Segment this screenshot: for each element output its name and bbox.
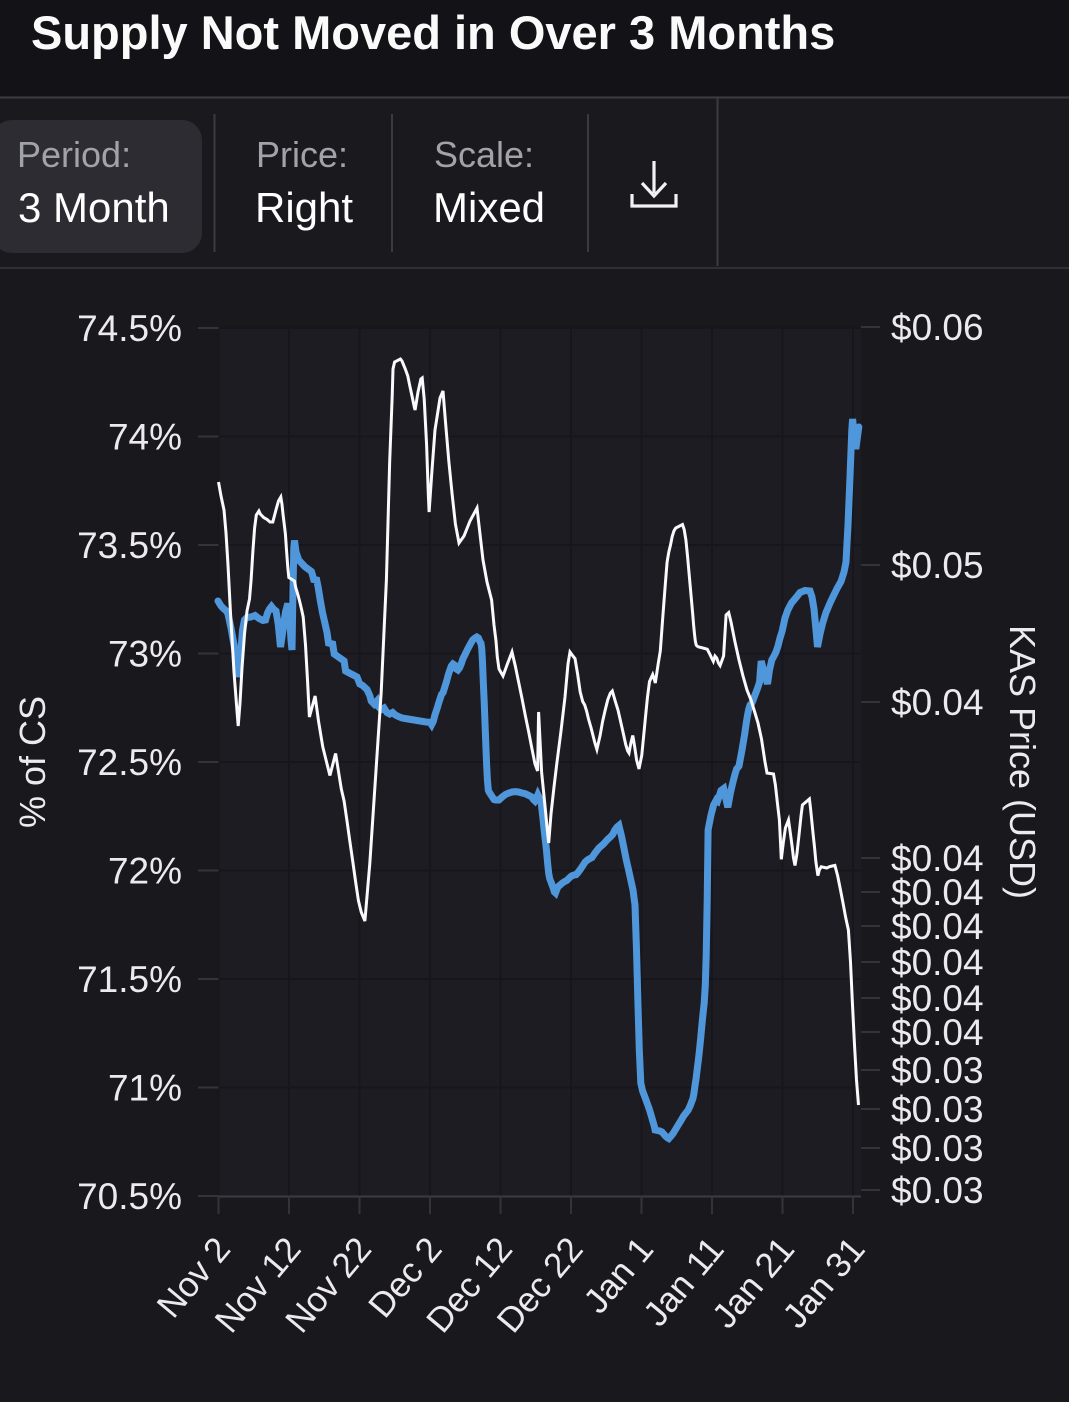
svg-text:70.5%: 70.5% xyxy=(77,1176,182,1217)
svg-text:Right: Right xyxy=(255,184,353,231)
svg-text:Price:: Price: xyxy=(256,134,348,175)
svg-text:$0.03: $0.03 xyxy=(891,1050,984,1091)
svg-text:71%: 71% xyxy=(108,1068,182,1109)
svg-text:Scale:: Scale: xyxy=(434,134,534,175)
svg-text:74%: 74% xyxy=(108,417,182,458)
svg-text:$0.04: $0.04 xyxy=(891,942,984,983)
svg-text:$0.03: $0.03 xyxy=(891,1170,984,1211)
svg-text:74.5%: 74.5% xyxy=(77,308,182,349)
svg-text:$0.04: $0.04 xyxy=(891,978,984,1019)
svg-text:3 Month: 3 Month xyxy=(18,184,170,231)
svg-text:Mixed: Mixed xyxy=(433,184,545,231)
svg-text:KAS Price (USD): KAS Price (USD) xyxy=(1002,625,1043,899)
svg-text:$0.04: $0.04 xyxy=(891,872,984,913)
svg-text:73.5%: 73.5% xyxy=(77,525,182,566)
svg-text:73%: 73% xyxy=(108,634,182,675)
svg-text:% of CS: % of CS xyxy=(12,696,53,828)
svg-text:$0.03: $0.03 xyxy=(891,1128,984,1169)
svg-text:Period:: Period: xyxy=(17,134,131,175)
svg-text:$0.05: $0.05 xyxy=(891,545,984,586)
svg-text:72.5%: 72.5% xyxy=(77,742,182,783)
svg-text:$0.06: $0.06 xyxy=(891,307,984,348)
svg-text:$0.04: $0.04 xyxy=(891,838,984,879)
svg-text:Supply Not Moved in Over 3 Mon: Supply Not Moved in Over 3 Months xyxy=(31,6,835,59)
svg-text:72%: 72% xyxy=(108,851,182,892)
svg-text:$0.04: $0.04 xyxy=(891,906,984,947)
svg-text:71.5%: 71.5% xyxy=(77,959,182,1000)
svg-text:$0.04: $0.04 xyxy=(891,1012,984,1053)
svg-text:$0.04: $0.04 xyxy=(891,682,984,723)
svg-text:$0.03: $0.03 xyxy=(891,1089,984,1130)
